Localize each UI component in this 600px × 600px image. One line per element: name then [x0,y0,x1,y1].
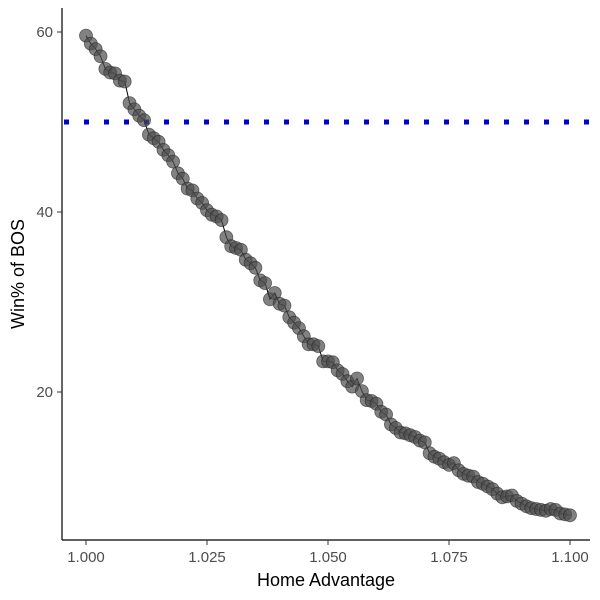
reference-line-dot [324,119,329,125]
data-point [214,213,229,228]
data-point [563,508,577,523]
reference-line-dot [124,119,129,125]
reference-line-dot [64,119,69,125]
reference-line-dot [444,119,449,125]
data-point [350,371,364,386]
reference-line-dot [104,119,109,125]
x-tick-label: 1.100 [551,549,589,566]
data-point [277,298,292,313]
reference-line-dot [564,119,569,125]
data-point [93,49,108,64]
reference-line-dot [304,119,309,125]
data-point [166,154,181,169]
y-axis-title: Win% of BOS [8,219,28,329]
data-point [311,339,326,354]
reference-line-dot [524,119,529,125]
x-tick-label: 1.075 [430,549,468,566]
reference-line-dot [364,119,369,125]
reference-line-dot [244,119,249,125]
reference-line-dot [424,119,429,125]
x-tick-label: 1.000 [67,549,105,566]
y-tick-label: 20 [36,384,53,401]
reference-line-dot [384,119,389,125]
data-points [79,28,577,523]
reference-line-dot [544,119,549,125]
reference-line-dot [464,119,469,125]
data-point [137,113,151,128]
reference-line-dot [584,119,589,125]
reference-line-dot [84,119,89,125]
x-axis-ticks: 1.000 1.025 1.050 1.075 1.100 [67,540,589,566]
y-tick-label: 60 [36,24,53,41]
reference-line-dot [504,119,509,125]
reference-line-dot [264,119,269,125]
data-point [258,276,272,291]
x-tick-label: 1.025 [188,549,226,566]
reference-line-dot [204,119,209,125]
reference-line-dot [344,119,349,125]
y-axis-ticks: 20 40 60 [36,24,62,401]
data-point [117,74,132,89]
data-line [85,35,571,516]
reference-line-50 [64,119,589,125]
data-point [248,260,263,275]
reference-line-dot [484,119,489,125]
reference-line-dot [404,119,409,125]
y-tick-label: 40 [36,204,53,221]
reference-line-dot [184,119,189,125]
trend-line [85,35,571,516]
reference-line-dot [224,119,229,125]
reference-line-dot [164,119,169,125]
x-axis-title: Home Advantage [257,570,395,590]
x-tick-label: 1.050 [309,549,347,566]
reference-line-dot [284,119,289,125]
